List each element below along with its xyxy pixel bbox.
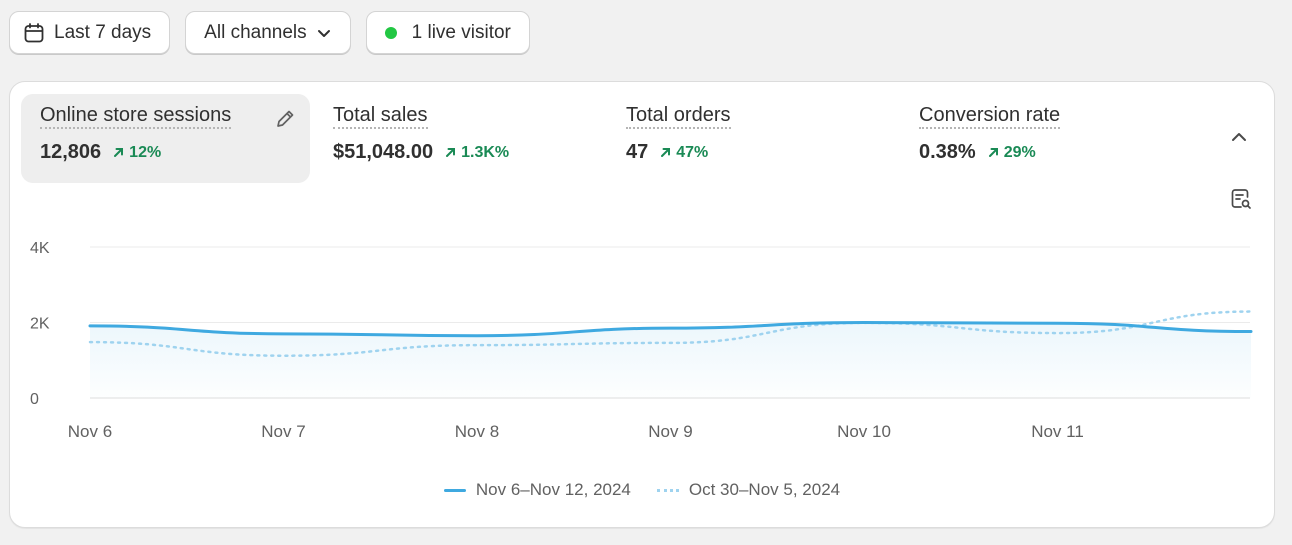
date-range-label: Last 7 days: [54, 21, 152, 43]
metric-label: Total orders: [626, 104, 731, 129]
sessions-line-chart: 0 2K 4K Nov 6 Nov 7 Nov 8 Nov 9 Nov 10 Nov 11: [30, 240, 1253, 441]
x-tick-label: Nov 11: [1031, 422, 1084, 441]
chevron-up-icon[interactable]: [1229, 127, 1249, 152]
metric-value: 0.38%: [919, 141, 976, 163]
toolbar: Last 7 days All channels 1 live visitor: [9, 11, 530, 54]
legend-label-previous: Oct 30–Nov 5, 2024: [688, 480, 841, 499]
metric-change-value: 12%: [129, 143, 162, 161]
chart-legend: Nov 6–Nov 12, 2024 Oct 30–Nov 5, 2024: [10, 480, 1274, 500]
x-axis-ticks: Nov 6 Nov 7 Nov 8 Nov 9 Nov 10 Nov 11: [68, 422, 1084, 441]
legend-item-previous[interactable]: Oct 30–Nov 5, 2024: [656, 480, 841, 500]
metric-change: 29%: [988, 144, 1036, 162]
metric-value: $51,048.00: [333, 141, 434, 163]
channels-label: All channels: [204, 21, 307, 43]
metric-change-value: 47%: [676, 143, 709, 161]
metric-label: Total sales: [333, 104, 428, 129]
pencil-icon[interactable]: [274, 108, 296, 135]
metric-change-value: 29%: [1003, 143, 1036, 161]
metric-label: Online store sessions: [40, 104, 232, 129]
x-tick-label: Nov 7: [261, 422, 305, 441]
arrow-up-right-icon: [988, 148, 998, 157]
current-series-area: [90, 322, 1251, 398]
date-range-button[interactable]: Last 7 days: [9, 11, 171, 54]
x-tick-label: Nov 6: [68, 422, 112, 441]
metric-online-store-sessions[interactable]: Online store sessions 12,806 12%: [21, 94, 310, 183]
metric-change: 47%: [660, 144, 708, 162]
arrow-up-right-icon: [661, 148, 671, 157]
metric-change-value: 1.3K%: [461, 143, 510, 161]
metric-value: 47: [626, 141, 649, 163]
y-tick-label: 2K: [30, 316, 50, 333]
metric-change: 12%: [113, 144, 161, 162]
metric-value: 12,806: [40, 141, 102, 163]
previous-series-line: [88, 310, 1253, 357]
x-tick-label: Nov 10: [837, 422, 891, 441]
arrow-up-right-icon: [446, 148, 456, 157]
current-series-line: [88, 320, 1253, 338]
y-axis-ticks: 0 2K 4K: [30, 240, 50, 408]
live-visitor-label: 1 live visitor: [411, 21, 511, 43]
legend-label-current: Nov 6–Nov 12, 2024: [475, 480, 631, 499]
legend-swatch-dotted: [656, 488, 679, 492]
x-tick-label: Nov 9: [648, 422, 692, 441]
legend-item-current[interactable]: Nov 6–Nov 12, 2024: [443, 480, 631, 500]
metric-change: 1.3K%: [445, 144, 509, 162]
legend-swatch-solid: [443, 488, 466, 492]
metric-total-orders[interactable]: Total orders 47 47%: [607, 94, 896, 183]
y-tick-label: 0: [30, 391, 39, 408]
metric-label: Conversion rate: [919, 104, 1061, 129]
chart-insight-icon[interactable]: [1229, 187, 1253, 216]
calendar-icon: [23, 22, 45, 44]
y-tick-label: 4K: [30, 240, 50, 257]
metric-conversion-rate[interactable]: Conversion rate 0.38% 29%: [900, 94, 1189, 183]
arrow-up-right-icon: [114, 148, 124, 157]
chevron-down-icon: [316, 25, 332, 41]
live-status-dot: [384, 26, 397, 39]
x-tick-label: Nov 8: [455, 422, 499, 441]
analytics-card: Online store sessions 12,806 12% Total s…: [9, 81, 1275, 528]
live-visitor-button[interactable]: 1 live visitor: [365, 11, 530, 54]
channels-dropdown[interactable]: All channels: [185, 11, 351, 54]
metric-total-sales[interactable]: Total sales $51,048.00 1.3K%: [314, 94, 603, 183]
